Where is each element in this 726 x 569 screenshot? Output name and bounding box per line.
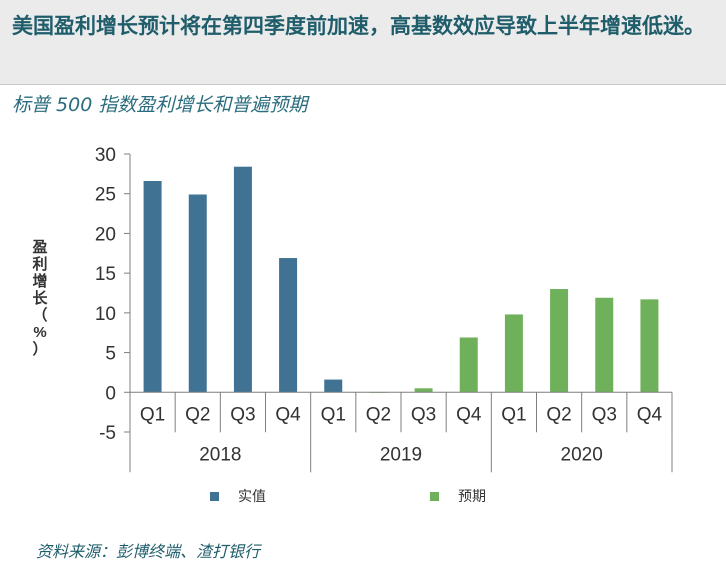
x-tick-label: Q3 — [592, 404, 617, 425]
bar — [459, 337, 478, 393]
headline-banner: 美国盈利增长预计将在第四季度前加速，高基数效应导致上半年增速低迷。 — [0, 0, 726, 85]
bar — [233, 166, 252, 393]
y-tick-label: 0 — [105, 383, 116, 404]
x-tick-label: Q4 — [637, 404, 663, 425]
chart-area: -5 0 5 10 15 20 25 30 盈利增长（%） Q1 Q2 Q3 Q4 Q1 Q2 Q3 Q4 Q1 Q… — [0, 128, 726, 528]
y-tick-label: -5 — [99, 423, 116, 444]
bar — [550, 289, 569, 393]
bar — [188, 194, 207, 393]
bar — [279, 258, 298, 393]
x-tick-label: Q3 — [411, 404, 436, 425]
x-tick-label: Q1 — [321, 404, 346, 425]
x-tick-label: Q4 — [456, 404, 482, 425]
legend-label: 实值 — [238, 488, 266, 504]
x-tick-label: Q2 — [546, 404, 571, 425]
year-label: 2020 — [561, 444, 603, 465]
y-axis-title: 盈利增长（%） — [31, 239, 48, 358]
year-label: 2018 — [199, 444, 241, 465]
legend-swatch — [210, 492, 219, 501]
y-tick-label: 5 — [105, 344, 116, 365]
x-tick-label: Q2 — [185, 404, 210, 425]
bar — [324, 379, 343, 393]
x-tick-label: Q4 — [275, 404, 301, 425]
x-tick-label: Q3 — [230, 404, 255, 425]
chart-subtitle: 标普 500 指数盈利增长和普遍预期 — [12, 94, 308, 116]
bar — [640, 299, 659, 393]
bar — [143, 181, 162, 393]
legend-label: 预期 — [458, 488, 486, 504]
year-label: 2019 — [380, 444, 422, 465]
earnings-growth-bar-chart: -5 0 5 10 15 20 25 30 盈利增长（%） Q1 Q2 Q3 Q4 Q1 Q2 Q3 Q4 Q1 Q… — [31, 145, 673, 504]
y-tick-label: 10 — [95, 304, 116, 325]
x-tick-label: Q1 — [501, 404, 526, 425]
y-tick-label: 15 — [95, 264, 116, 285]
headline: 美国盈利增长预计将在第四季度前加速，高基数效应导致上半年增速低迷。 — [12, 14, 705, 38]
bar — [595, 297, 614, 393]
y-tick-label: 30 — [95, 145, 116, 166]
source-note: 资料来源：彭博终端、渣打银行 — [36, 542, 261, 561]
bar — [414, 388, 433, 393]
x-tick-label: Q2 — [366, 404, 391, 425]
y-tick-label: 20 — [95, 224, 116, 245]
y-tick-label: 25 — [95, 185, 116, 206]
x-tick-label: Q1 — [140, 404, 165, 425]
bar — [504, 314, 523, 393]
legend-swatch — [430, 492, 439, 501]
